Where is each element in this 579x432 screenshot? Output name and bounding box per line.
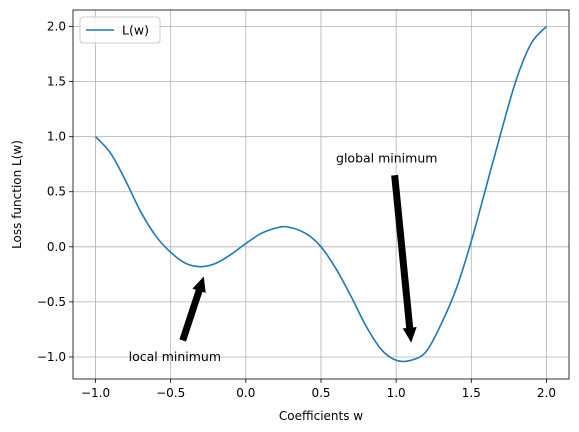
y-tick-label-0: −1.0 bbox=[37, 350, 66, 364]
series-line-0 bbox=[94, 25, 548, 363]
x-tick-label-0: −1.0 bbox=[81, 386, 110, 400]
annotation-text-0: local minimum bbox=[129, 349, 221, 364]
x-tick-label-2: 0.0 bbox=[236, 386, 255, 400]
grid-lines bbox=[73, 10, 569, 379]
x-tick-label-4: 1.0 bbox=[387, 386, 406, 400]
y-tick-label-2: 0.0 bbox=[47, 240, 66, 254]
x-axis-label: Coefficients w bbox=[279, 409, 363, 423]
legend-entry-0: L(w) bbox=[122, 23, 149, 38]
legend-box bbox=[79, 16, 161, 44]
x-tick-label-5: 1.5 bbox=[462, 386, 481, 400]
y-tick-label-1: −0.5 bbox=[37, 295, 66, 309]
y-tick-label-5: 1.5 bbox=[47, 75, 66, 89]
x-tick-label-1: −0.5 bbox=[156, 386, 185, 400]
annotation-text-1: global minimum bbox=[336, 151, 437, 166]
y-tick-label-4: 1.0 bbox=[47, 130, 66, 144]
y-tick-label-6: 2.0 bbox=[47, 20, 66, 34]
annotations-layer: local minimum global minimum bbox=[129, 151, 438, 364]
annotation-arrow-1 bbox=[391, 174, 417, 343]
y-axis-label: Loss function L(w) bbox=[10, 140, 24, 249]
series-layer bbox=[94, 25, 548, 363]
legend: L(w) bbox=[79, 16, 161, 44]
annotation-arrow-0 bbox=[179, 276, 206, 342]
x-tick-label-3: 0.5 bbox=[311, 386, 330, 400]
axis-ticks: −1.0 −0.5 0.0 0.5 1.0 1.5 2.0 −1.0 −0.5 0.0 0.5 1.0… bbox=[37, 20, 556, 400]
y-tick-label-3: 0.5 bbox=[47, 185, 66, 199]
x-tick-label-6: 2.0 bbox=[537, 386, 556, 400]
